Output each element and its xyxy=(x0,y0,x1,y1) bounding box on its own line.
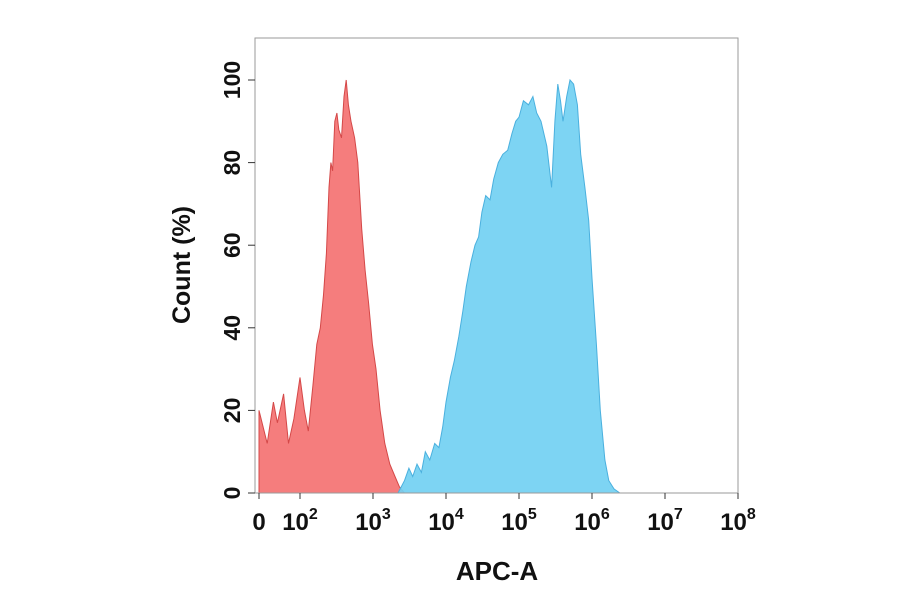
y-tick-label: 0 xyxy=(219,487,245,500)
x-tick-label: 0 xyxy=(252,509,265,536)
x-tick-label: 103 xyxy=(355,506,391,536)
x-tick-label: 108 xyxy=(720,506,756,536)
y-tick-label: 60 xyxy=(219,232,245,258)
y-tick-label: 20 xyxy=(219,398,245,424)
x-axis-ticks: 0 102 103 104 105 106 107 108 xyxy=(252,493,756,536)
y-axis-title: Count (%) xyxy=(168,206,196,324)
x-tick-label: 104 xyxy=(428,506,464,536)
x-tick-label: 102 xyxy=(282,506,318,536)
y-tick-label: 40 xyxy=(219,315,245,341)
x-tick-label: 106 xyxy=(574,506,610,536)
histogram-series-2 xyxy=(397,78,622,494)
plot-area-frame xyxy=(254,37,739,494)
x-tick-label: 107 xyxy=(647,506,683,536)
y-axis-ticks: 0 20 40 60 80 100 xyxy=(219,61,255,500)
histogram-series-1 xyxy=(258,79,406,494)
y-tick-label: 80 xyxy=(219,150,245,176)
y-tick-label: 100 xyxy=(219,61,245,99)
x-tick-label: 105 xyxy=(501,506,537,536)
series-layer xyxy=(258,78,622,494)
x-axis-title: APC-A xyxy=(456,556,539,586)
